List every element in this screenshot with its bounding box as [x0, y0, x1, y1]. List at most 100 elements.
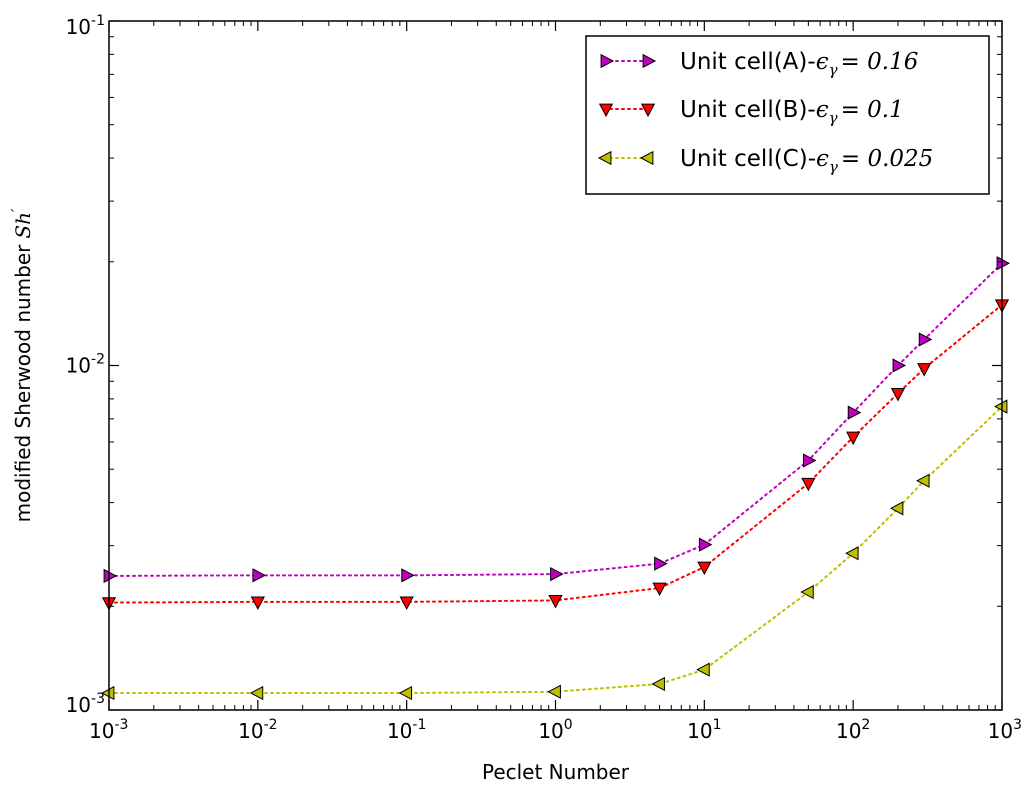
- data-point: [996, 256, 1011, 271]
- legend-marker: [642, 53, 657, 69]
- legend-marker: [639, 150, 654, 166]
- data-point: [401, 568, 415, 583]
- y-tick-base: 10: [66, 15, 91, 39]
- data-point: [845, 546, 859, 561]
- x-tick-exp: 2: [861, 717, 870, 733]
- legend-gamma: γ: [829, 158, 838, 176]
- data-point: [252, 568, 266, 583]
- data-point: [697, 561, 712, 576]
- legend-eps: ϵ: [816, 49, 829, 75]
- legend-name: Unit cell(C)-: [680, 146, 816, 172]
- legend-marker: [598, 103, 614, 118]
- legend-gamma: γ: [829, 109, 838, 127]
- legend-label: Unit cell(A)-ϵγ = 0.16: [680, 49, 918, 79]
- legend-label: Unit cell(C)-ϵγ = 0.025: [680, 146, 933, 176]
- series-2: [101, 299, 1010, 611]
- legend-marker: [600, 53, 615, 69]
- x-tick-label: 10-1: [387, 717, 426, 743]
- y-axis-label-prime: ′: [8, 208, 26, 212]
- data-point: [993, 399, 1008, 414]
- x-tick-base: 10: [89, 719, 114, 743]
- data-point: [550, 566, 564, 582]
- data-point: [547, 684, 561, 699]
- data-point: [800, 584, 814, 600]
- data-point: [651, 676, 665, 692]
- y-tick-exp: -2: [91, 352, 105, 368]
- series-line: [108, 303, 1003, 604]
- legend-value: = 0.025: [841, 146, 933, 172]
- y-axis-label-text: modified Sherwood number: [11, 244, 35, 523]
- data-point: [652, 582, 667, 597]
- data-point: [250, 596, 265, 610]
- x-tick-label: 10-2: [238, 717, 277, 743]
- data-point: [801, 477, 816, 492]
- data-point: [918, 332, 933, 347]
- legend-name: Unit cell(A)-: [680, 49, 816, 75]
- x-tick-exp: -3: [114, 717, 128, 733]
- legend-label: Unit cell(B)-ϵγ = 0.1: [680, 97, 904, 127]
- x-tick-base: 10: [538, 719, 563, 743]
- data-point: [398, 685, 413, 701]
- series-line: [108, 405, 1003, 695]
- x-tick-label: 102: [836, 717, 870, 743]
- legend-eps: ϵ: [816, 97, 829, 123]
- data-point: [103, 568, 118, 584]
- x-tick-exp: 0: [564, 717, 573, 733]
- legend-gamma: γ: [829, 61, 838, 79]
- series-1: [103, 256, 1011, 584]
- x-tick-label: 100: [538, 717, 572, 743]
- x-tick-exp: -2: [264, 717, 278, 733]
- data-point: [890, 387, 906, 402]
- legend-entry-1: Unit cell(A)-ϵγ = 0.16: [600, 49, 918, 79]
- data-point: [892, 358, 907, 373]
- data-point: [548, 595, 563, 609]
- data-point: [847, 405, 862, 420]
- data-point: [846, 431, 861, 446]
- x-tick-base: 10: [988, 719, 1013, 743]
- legend-eps: ϵ: [816, 146, 829, 172]
- data-point: [654, 556, 668, 571]
- x-tick-label: 103: [988, 717, 1022, 743]
- data-point: [698, 537, 713, 552]
- x-tick-exp: -1: [412, 717, 426, 733]
- y-tick-base: 10: [66, 354, 91, 378]
- y-tick-label: 10-3: [66, 691, 105, 717]
- data-point: [802, 453, 817, 468]
- legend-name: Unit cell(B)-: [680, 97, 816, 123]
- y-tick-label: 10-2: [66, 352, 105, 378]
- data-point: [399, 596, 414, 610]
- legend-value: = 0.1: [841, 97, 904, 123]
- y-tick-label: 10-1: [66, 13, 105, 39]
- x-tick-base: 10: [238, 719, 263, 743]
- data-point: [696, 662, 710, 677]
- y-axis-label: modified Sherwood number Sh′: [8, 208, 35, 522]
- legend-value: = 0.16: [841, 49, 919, 75]
- series-layer: [100, 256, 1011, 701]
- x-tick-exp: 1: [713, 717, 722, 733]
- data-point: [889, 501, 904, 516]
- legend-marker: [597, 150, 612, 166]
- y-axis-label-symbol: Sh: [11, 212, 35, 239]
- x-axis-label: Peclet Number: [482, 760, 630, 784]
- x-tick-exp: 3: [1013, 717, 1022, 733]
- legend-entry-2: Unit cell(B)-ϵγ = 0.1: [598, 97, 904, 127]
- data-point: [917, 363, 932, 377]
- data-point: [100, 685, 115, 701]
- series-3: [100, 399, 1008, 701]
- x-tick-label: 10-3: [89, 717, 128, 743]
- x-tick-base: 10: [687, 719, 712, 743]
- x-tick-label: 101: [687, 717, 721, 743]
- legend-marker: [640, 103, 656, 118]
- series-line: [108, 262, 1003, 577]
- data-point: [249, 685, 264, 701]
- legend-entry-3: Unit cell(C)-ϵγ = 0.025: [597, 146, 933, 176]
- y-tick-exp: -3: [91, 691, 105, 707]
- data-point: [916, 473, 930, 488]
- y-tick-base: 10: [66, 693, 91, 717]
- x-tick-base: 10: [387, 719, 412, 743]
- x-tick-base: 10: [836, 719, 861, 743]
- y-tick-exp: -1: [91, 13, 105, 29]
